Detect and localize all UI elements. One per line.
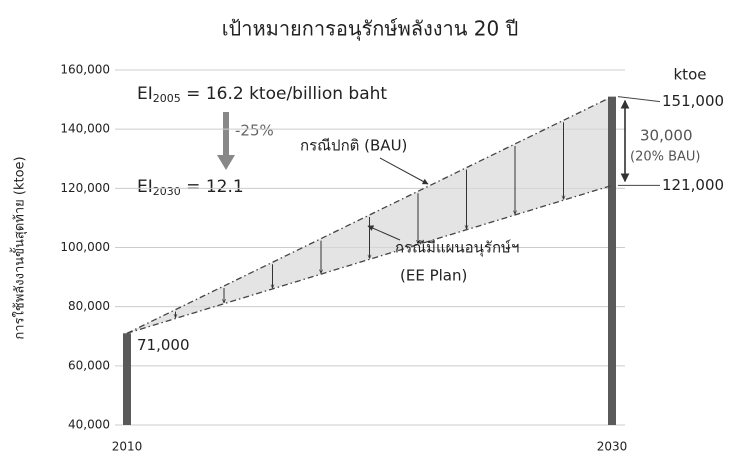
chart-title: เป้าหมายการอนุรักษ์พลังงาน 20 ปี [222, 17, 519, 42]
y-tick-label: 100,000 [60, 240, 110, 254]
bar-value-label: 151,000 [662, 92, 724, 110]
y-tick-label: 160,000 [60, 63, 110, 77]
leader [617, 96, 661, 103]
series-line [126, 184, 613, 334]
savings-label: 30,000 [640, 127, 693, 145]
reduction-label: -25% [235, 122, 274, 140]
series-line [126, 96, 613, 334]
bar [123, 333, 131, 425]
series-value-label: 121,000 [662, 176, 724, 194]
label-pointer [367, 225, 401, 241]
y-tick-label: 60,000 [68, 358, 110, 372]
ei-2030: EI2030 = 12.1 [137, 177, 244, 198]
y-tick-label: 40,000 [68, 418, 110, 432]
bar [608, 96, 616, 425]
y-tick-label: 80,000 [68, 299, 110, 313]
y-tick-label: 140,000 [60, 122, 110, 136]
savings-area [127, 96, 612, 334]
reduction-arrow-head [217, 155, 235, 170]
y-axis-label: การใช้พลังงานขั้นสุดท้าย (ktoe) [10, 156, 28, 339]
series-label: กรณีมีแผนอนุรักษ์ฯ [395, 239, 519, 258]
ei-2005: EI2005 = 16.2 ktoe/billion baht [137, 84, 387, 105]
ee-note: (EE Plan) [400, 267, 467, 285]
y-tick-label: 120,000 [60, 181, 110, 195]
unit-label: ktoe [674, 66, 707, 84]
bar-value-label: 71,000 [137, 336, 190, 354]
x-tick-label: 2010 [112, 440, 143, 454]
series-label: กรณีปกติ (BAU) [300, 137, 407, 155]
label-pointer [379, 157, 429, 185]
x-tick-label: 2030 [597, 440, 628, 454]
savings-note: (20% BAU) [630, 150, 701, 165]
